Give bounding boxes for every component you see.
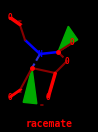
Text: =: = (18, 19, 22, 24)
Text: O: O (65, 56, 69, 65)
Text: N: N (38, 50, 42, 58)
Polygon shape (23, 68, 37, 104)
Polygon shape (58, 26, 78, 52)
Text: racemate: racemate (25, 119, 73, 129)
Text: O: O (8, 93, 12, 102)
Text: O: O (8, 13, 12, 22)
Text: =: = (39, 104, 43, 109)
Text: O: O (46, 93, 50, 102)
Text: O: O (70, 39, 74, 48)
Text: =: = (18, 91, 22, 96)
